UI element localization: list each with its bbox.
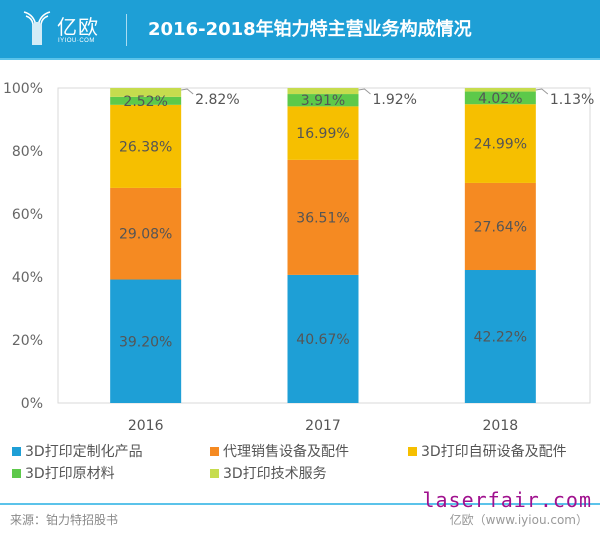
bar-segment (464, 270, 536, 403)
logo-subtext: IYIOU·COM (58, 38, 95, 44)
chart-title: 2016-2018年铂力特主营业务构成情况 (148, 19, 472, 40)
y-tick-label: 60% (12, 207, 43, 223)
data-label: 16.99% (296, 126, 349, 142)
data-label: 2.52% (123, 94, 167, 110)
bar-segment (464, 88, 536, 92)
bar-segment (287, 159, 359, 275)
legend-label: 代理销售设备及配件 (223, 444, 349, 460)
legend-swatch (12, 446, 21, 456)
credit-note: 亿欧（www.iyiou.com） (449, 513, 588, 527)
data-label: 26.38% (119, 139, 172, 155)
footer-divider (0, 503, 600, 505)
bar-segment (110, 279, 182, 403)
legend-swatch (12, 468, 21, 478)
data-label: 40.67% (296, 332, 349, 348)
legend-label: 3D打印技术服务 (223, 466, 327, 482)
legend-swatch (408, 446, 417, 456)
legend-swatch (210, 468, 219, 478)
x-tick-label: 2016 (128, 418, 164, 434)
bar-segment (287, 94, 359, 107)
legend-swatch (210, 446, 219, 456)
leader-line (181, 88, 194, 95)
header-divider (126, 14, 127, 46)
legend-item: 3D打印技术服务 (210, 463, 327, 483)
y-tick-label: 0% (21, 396, 43, 412)
iyiou-logo-icon (23, 11, 51, 45)
stacked-bar-chart: 0% 20% 40% 60% 80% 100% 39.20% 29.08% 26.38% 2.5… (3, 81, 594, 434)
data-label: 24.99% (474, 137, 527, 153)
data-label: 1.13% (550, 92, 594, 108)
y-tick-label: 40% (12, 270, 43, 286)
data-label: 1.92% (373, 92, 417, 108)
legend-item: 代理销售设备及配件 (210, 441, 349, 461)
header-banner: 亿欧 IYIOU·COM 2016-2018年铂力特主营业务构成情况 (0, 0, 600, 58)
data-label: 39.20% (119, 334, 172, 350)
header-underline (0, 58, 600, 60)
bar-segment (110, 88, 182, 97)
bar-segment (110, 96, 182, 105)
bar-segment (287, 274, 359, 403)
bar-segment (287, 88, 359, 95)
data-label: 4.02% (478, 91, 522, 107)
bar-segment (464, 104, 536, 183)
bar-segment (287, 106, 359, 160)
bar-segment (464, 91, 536, 105)
legend-item: 3D打印自研设备及配件 (408, 441, 567, 461)
logo-text: 亿欧 (57, 15, 99, 39)
y-tick-label: 20% (12, 333, 43, 349)
data-label: 36.51% (296, 210, 349, 226)
x-tick-label: 2017 (305, 418, 341, 434)
bar-segment (110, 187, 182, 280)
source-note: 来源：铂力特招股书 (10, 513, 119, 527)
y-tick-label: 80% (12, 144, 43, 160)
leader-line (358, 88, 371, 95)
legend-label: 3D打印自研设备及配件 (421, 444, 567, 460)
watermark: laserfair.com (422, 488, 592, 512)
bar-segment (464, 182, 536, 271)
leader-line (535, 88, 549, 95)
legend-label: 3D打印定制化产品 (25, 444, 143, 460)
bar-segment (110, 104, 182, 188)
data-label: 27.64% (474, 219, 527, 235)
data-label: 2.82% (195, 92, 239, 108)
data-label: 29.08% (119, 227, 172, 243)
legend-item: 3D打印原材料 (12, 463, 115, 483)
y-tick-label: 100% (3, 81, 43, 97)
x-tick-label: 2018 (483, 418, 519, 434)
data-label: 42.22% (474, 330, 527, 346)
data-label: 3.91% (301, 93, 345, 109)
legend-item: 3D打印定制化产品 (12, 441, 143, 461)
legend-label: 3D打印原材料 (25, 466, 115, 482)
